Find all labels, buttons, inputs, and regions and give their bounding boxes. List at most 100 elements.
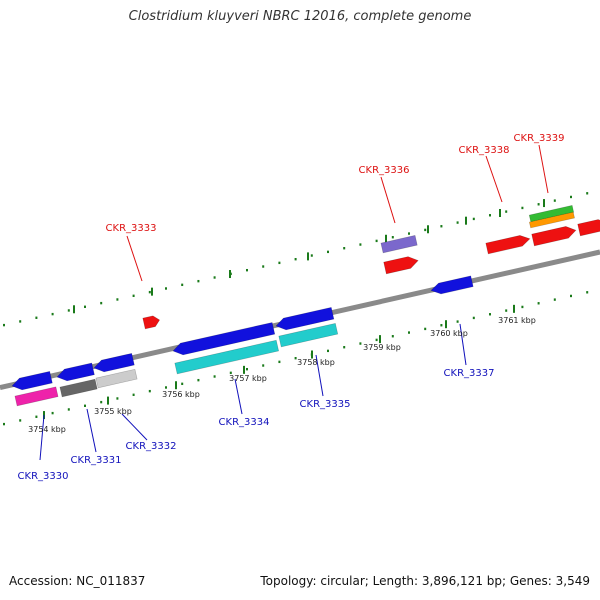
label-ckr-3335-leader: [315, 354, 324, 397]
upper-scale-minor-tick: [440, 225, 443, 228]
upper-scale-minor-tick: [489, 214, 491, 217]
scale-label: 3757 kbp: [229, 374, 267, 383]
upper-scale-minor-tick: [262, 265, 265, 268]
green-feature: [528, 205, 575, 223]
lower-scale-minor-tick: [472, 316, 475, 320]
label-ckr-3339: CKR_3339: [514, 133, 565, 144]
gene-arrow-ckr-3334: [172, 322, 276, 356]
upper-scale-minor-tick: [213, 276, 216, 279]
upper-scale-minor-tick: [537, 203, 540, 206]
upper-scale-minor-tick: [424, 228, 427, 232]
label-ckr-3330: CKR_3330: [18, 471, 69, 482]
scale-label: 3761 kbp: [498, 316, 536, 325]
upper-scale-minor-tick: [246, 268, 248, 272]
lower-scale-minor-tick: [213, 375, 216, 378]
upper-scale-minor-tick: [375, 239, 378, 243]
gene-arrow-ckr-3331: [56, 362, 95, 382]
lower-scale-minor-tick: [262, 364, 265, 367]
upper-scale-minor-tick: [327, 250, 329, 254]
upper-scale-minor-tick: [472, 217, 475, 221]
upper-scale-minor-tick: [165, 287, 167, 290]
upper-scale-minor-tick: [197, 279, 200, 283]
label-ckr-3331: CKR_3331: [71, 455, 122, 466]
upper-scale-minor-tick: [310, 254, 313, 257]
label-leaders: [39, 144, 549, 461]
lower-scale-minor-tick: [165, 386, 167, 389]
upper-scale-minor-tick: [148, 290, 151, 294]
lower-scale-minor-tick: [456, 320, 459, 323]
lower-scale-minor-tick: [51, 411, 54, 415]
upper-scale-minor-tick: [116, 298, 119, 301]
gene-features: [11, 205, 600, 407]
gene-arrow-ckr-3333: [142, 315, 161, 330]
genome-stats-text: Topology: circular; Length: 3,896,121 bp…: [260, 574, 590, 588]
label-ckr-3332-leader: [121, 413, 148, 441]
label-ckr-3330-leader: [39, 414, 45, 461]
label-ckr-3336-leader: [380, 176, 396, 224]
label-ckr-3339-leader: [538, 144, 549, 194]
upper-scale-minor-tick: [84, 305, 86, 308]
light-gray-feature: [95, 368, 138, 389]
upper-scale-minor-tick: [456, 221, 459, 224]
upper-scale-minor-tick: [343, 247, 346, 250]
lower-scale-minor-tick: [35, 415, 38, 418]
upper-scale-minor-tick: [521, 206, 524, 210]
upper-scale-minor-tick: [505, 210, 508, 213]
lower-scale-minor-tick: [19, 419, 22, 422]
label-ckr-3333-leader: [126, 235, 143, 282]
label-ckr-3332: CKR_3332: [126, 441, 177, 452]
label-ckr-3338: CKR_3338: [459, 145, 510, 156]
upper-scale-minor-tick: [67, 309, 70, 312]
label-ckr-3331-leader: [86, 408, 97, 453]
lower-scale-minor-tick: [375, 338, 378, 342]
upper-scale-minor-tick: [278, 261, 281, 265]
label-ckr-3338-leader: [485, 155, 503, 203]
lower-scale-minor-tick: [278, 360, 281, 364]
label-ckr-3334-leader: [234, 378, 243, 415]
lower-scale-minor-tick: [570, 294, 572, 298]
lower-scale-minor-tick: [294, 356, 297, 360]
lower-scale-minor-tick: [537, 302, 540, 305]
upper-scale-minor-tick: [391, 236, 394, 239]
label-ckr-3337-leader: [459, 323, 467, 366]
upper-scale-minor-tick: [553, 199, 556, 202]
lower-scale-minor-tick: [229, 371, 232, 375]
upper-scale-minor-tick: [35, 316, 38, 319]
purple-feature: [380, 235, 418, 254]
upper-scale-minor-tick: [408, 232, 410, 235]
lower-scale-minor-tick: [67, 408, 70, 411]
lower-scale-minor-tick: [440, 324, 443, 327]
label-ckr-3333: CKR_3333: [106, 223, 157, 234]
lower-scale-minor-tick: [3, 422, 5, 426]
lower-scale-minor-tick: [116, 397, 119, 400]
tick-marks: [3, 192, 589, 426]
gene-arrow-ckr-3330: [11, 370, 53, 391]
lower-scale-minor-tick: [553, 298, 556, 301]
lower-scale-minor-tick: [521, 305, 524, 309]
label-ckr-3334: CKR_3334: [219, 417, 270, 428]
lower-scale-minor-tick: [100, 400, 103, 404]
lower-scale-minor-tick: [84, 404, 86, 407]
upper-scale-minor-tick: [100, 301, 103, 305]
gene-arrow-ckr-3335: [275, 307, 335, 331]
gene-arrow-ckr-3337: [430, 275, 474, 295]
lower-scale-minor-tick: [197, 378, 200, 382]
gene-arrow-ckr-3336: [383, 256, 419, 275]
upper-scale-minor-tick: [3, 323, 5, 327]
upper-scale-minor-tick: [51, 312, 54, 316]
label-text: CKR_3333 CKR_3336 CKR_3338 CKR_3339 CKR_3330…: [18, 133, 565, 482]
lower-scale-minor-tick: [505, 309, 508, 312]
lower-scale-minor-tick: [327, 349, 329, 353]
lower-scale-minor-tick: [246, 367, 248, 371]
lower-scale-minor-tick: [424, 327, 427, 331]
upper-scale-minor-tick: [181, 283, 184, 287]
lower-scale-minor-tick: [359, 342, 362, 345]
scale-label: 3758 kbp: [297, 358, 335, 367]
right-edge-gene: [577, 219, 600, 237]
cyan-feature-left: [174, 339, 280, 375]
upper-scale-minor-tick: [359, 243, 362, 246]
scale-label: 3756 kbp: [162, 390, 200, 399]
lower-scale-minor-tick: [343, 346, 346, 349]
upper-scale-minor-tick: [570, 195, 572, 199]
